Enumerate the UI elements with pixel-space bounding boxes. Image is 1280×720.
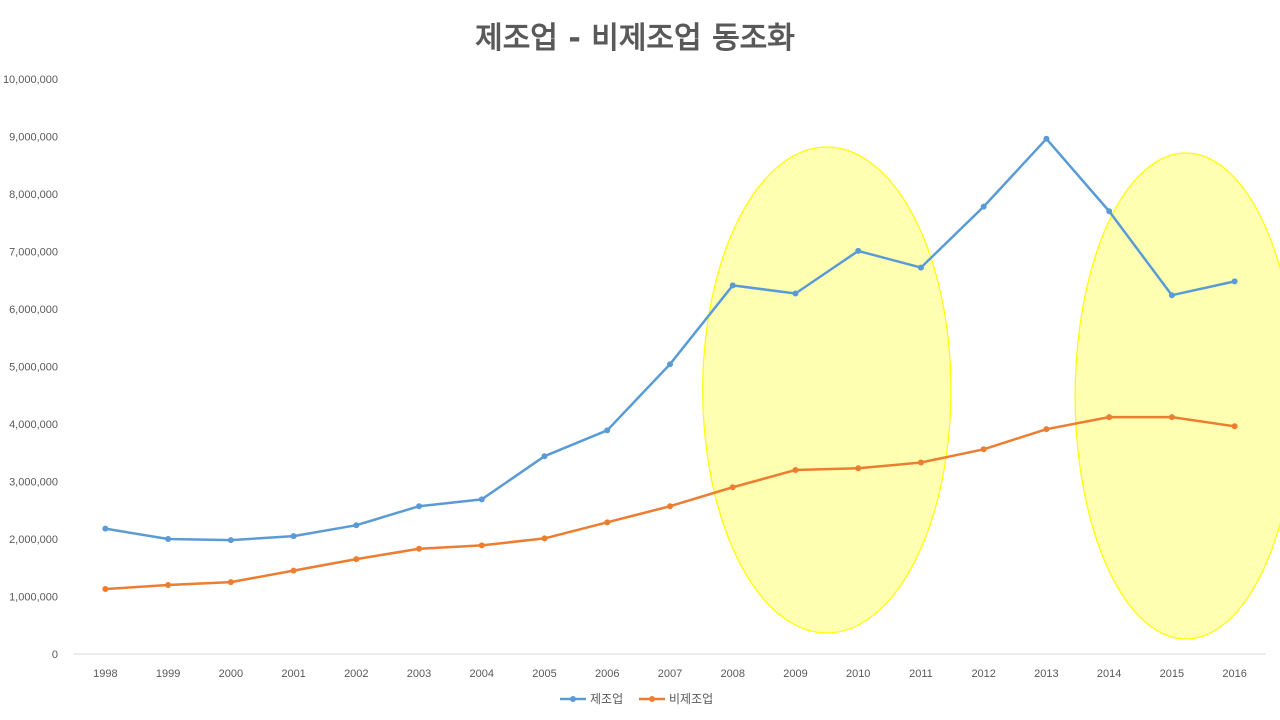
x-tick-label: 2000: [219, 668, 243, 680]
data-point: [792, 467, 799, 473]
data-point: [604, 519, 611, 526]
x-tick-label: 2006: [595, 668, 619, 680]
series-line-1: [104, 137, 1236, 542]
data-point: [416, 545, 423, 552]
data-point: [855, 465, 862, 472]
y-tick-label: 1,000,000: [9, 592, 58, 604]
data-point: [667, 503, 673, 510]
legend-marker-1: [570, 696, 576, 702]
data-point: [290, 533, 297, 540]
data-point: [1168, 292, 1175, 299]
data-point: [855, 247, 862, 254]
x-tick-label: 2013: [1034, 668, 1058, 680]
y-tick-label: 3,000,000: [9, 477, 58, 489]
y-tick-label: 4,000,000: [9, 419, 58, 431]
data-point: [980, 446, 987, 453]
y-tick-label: 7,000,000: [9, 247, 58, 259]
y-tick-label: 9,000,000: [9, 132, 58, 144]
data-point: [917, 264, 924, 271]
data-point: [102, 525, 109, 532]
data-point: [980, 203, 987, 210]
data-point: [1043, 135, 1050, 142]
data-point: [667, 361, 673, 368]
data-point: [917, 459, 924, 466]
data-point: [165, 582, 172, 588]
data-point: [729, 484, 736, 491]
x-tick-label: 2007: [658, 668, 682, 680]
x-tick-label: 2001: [281, 668, 305, 680]
y-tick-label: 0: [52, 649, 58, 661]
x-tick-label: 2009: [783, 668, 807, 680]
data-point: [290, 567, 297, 574]
chart-title: 제조업 - 비제조업 동조화: [475, 21, 795, 56]
x-tick-label: 2016: [1222, 668, 1246, 680]
highlight-regions: [702, 146, 1280, 640]
y-tick-label: 2,000,000: [9, 534, 58, 546]
data-point: [1043, 426, 1050, 433]
data-point: [165, 536, 172, 542]
x-tick-label: 2008: [720, 668, 744, 680]
x-tick-label: 2003: [407, 668, 431, 680]
data-point: [353, 556, 360, 563]
y-axis: 0 1,000,000 2,000,000 3,000,000 4,000,000 5,0…: [3, 74, 58, 661]
x-tick-label: 2015: [1160, 668, 1184, 680]
x-tick-label: 2014: [1097, 668, 1121, 680]
data-point: [478, 542, 485, 549]
y-tick-label: 5,000,000: [9, 362, 58, 374]
y-tick-label: 10,000,000: [3, 74, 58, 86]
series-group: [102, 135, 1238, 593]
data-point: [729, 282, 736, 289]
data-point: [604, 427, 611, 434]
x-tick-label: 2005: [532, 668, 556, 680]
data-point: [1231, 423, 1238, 430]
x-tick-label: 2012: [971, 668, 995, 680]
data-point: [541, 453, 548, 460]
legend: 제조업 비제조업: [560, 692, 713, 706]
x-tick-label: 1998: [93, 668, 117, 680]
data-point: [353, 522, 360, 529]
legend-label-2: 비제조업: [669, 692, 713, 706]
data-point: [1106, 414, 1113, 421]
x-tick-label: 2002: [344, 668, 368, 680]
series-line-2: [104, 415, 1236, 591]
x-axis: 1998 1999 2000 2001 2002 2003 2004 2005 2006 2007…: [74, 653, 1266, 680]
data-point: [541, 535, 548, 542]
data-point: [792, 290, 799, 297]
data-point: [227, 579, 234, 586]
legend-label-1: 제조업: [590, 692, 623, 706]
y-tick-label: 6,000,000: [9, 304, 58, 316]
x-tick-label: 2004: [470, 668, 494, 680]
highlight-ellipse-2: [1074, 152, 1280, 640]
legend-marker-2: [649, 696, 655, 702]
data-point: [1231, 278, 1238, 285]
data-point: [102, 586, 109, 593]
data-point: [1168, 414, 1175, 421]
data-point: [1106, 208, 1113, 215]
x-tick-label: 1999: [156, 668, 180, 680]
x-tick-label: 2011: [909, 668, 933, 680]
data-point: [416, 503, 423, 510]
highlight-ellipse-1: [702, 146, 952, 634]
x-tick-label: 2010: [846, 668, 870, 680]
data-point: [478, 496, 485, 503]
data-point: [227, 537, 234, 544]
y-tick-label: 8,000,000: [9, 189, 58, 201]
